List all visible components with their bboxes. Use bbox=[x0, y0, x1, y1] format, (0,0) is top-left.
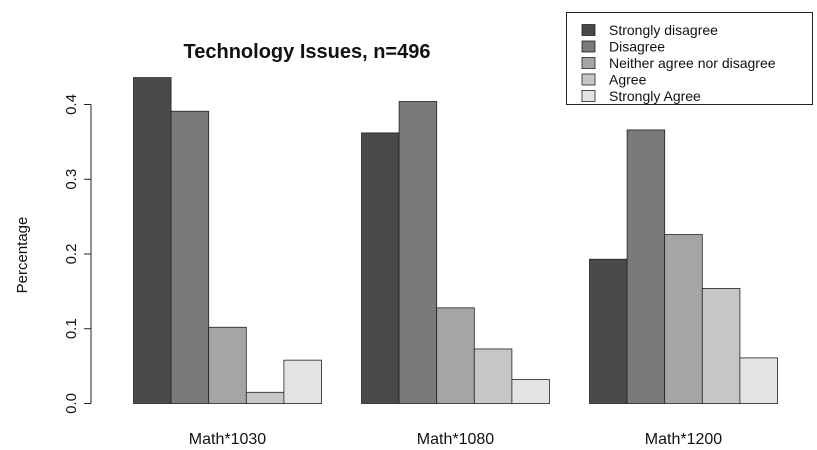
y-tick-label: 0.0 bbox=[63, 393, 80, 414]
category-label: Math*1030 bbox=[189, 431, 266, 448]
legend-swatch bbox=[581, 73, 596, 86]
legend-label: Disagree bbox=[609, 39, 665, 55]
category-label: Math*1200 bbox=[645, 431, 722, 448]
legend-swatch bbox=[581, 24, 596, 36]
y-tick-label: 0.3 bbox=[63, 169, 80, 190]
legend-swatch bbox=[581, 40, 596, 53]
chart-title: Technology Issues, n=496 bbox=[184, 41, 431, 63]
legend-label: Agree bbox=[609, 72, 647, 88]
bar bbox=[133, 77, 172, 404]
y-tick-label: 0.1 bbox=[63, 318, 80, 339]
category-labels: Math*1030 Math*1080 Math*1200 bbox=[189, 431, 722, 448]
y-tick-label: 0.2 bbox=[63, 244, 80, 265]
category-label: Math*1080 bbox=[417, 431, 494, 448]
bar bbox=[361, 132, 400, 404]
bar bbox=[398, 101, 438, 404]
bars-group bbox=[133, 77, 778, 404]
legend-label: Neither agree nor disagree bbox=[609, 55, 776, 71]
bar bbox=[208, 326, 247, 404]
bar bbox=[664, 234, 703, 404]
y-tick-label: 0.4 bbox=[63, 94, 80, 115]
bar bbox=[245, 391, 285, 404]
bar bbox=[473, 348, 513, 404]
y-axis-label: Percentage bbox=[14, 217, 31, 294]
y-axis: 0.0 0.1 0.2 0.3 0.4 bbox=[63, 94, 92, 414]
bar bbox=[436, 307, 475, 404]
legend-box bbox=[566, 12, 813, 105]
legend-label: Strongly Agree bbox=[609, 88, 701, 104]
legend-swatch bbox=[581, 90, 596, 102]
bar bbox=[283, 359, 322, 404]
bar bbox=[511, 379, 550, 404]
bar bbox=[739, 357, 778, 404]
bar bbox=[170, 110, 210, 404]
bar bbox=[701, 287, 741, 404]
bar bbox=[626, 129, 666, 404]
legend-label: Strongly disagree bbox=[609, 22, 718, 38]
legend-swatch bbox=[581, 57, 596, 69]
bar bbox=[589, 258, 628, 404]
